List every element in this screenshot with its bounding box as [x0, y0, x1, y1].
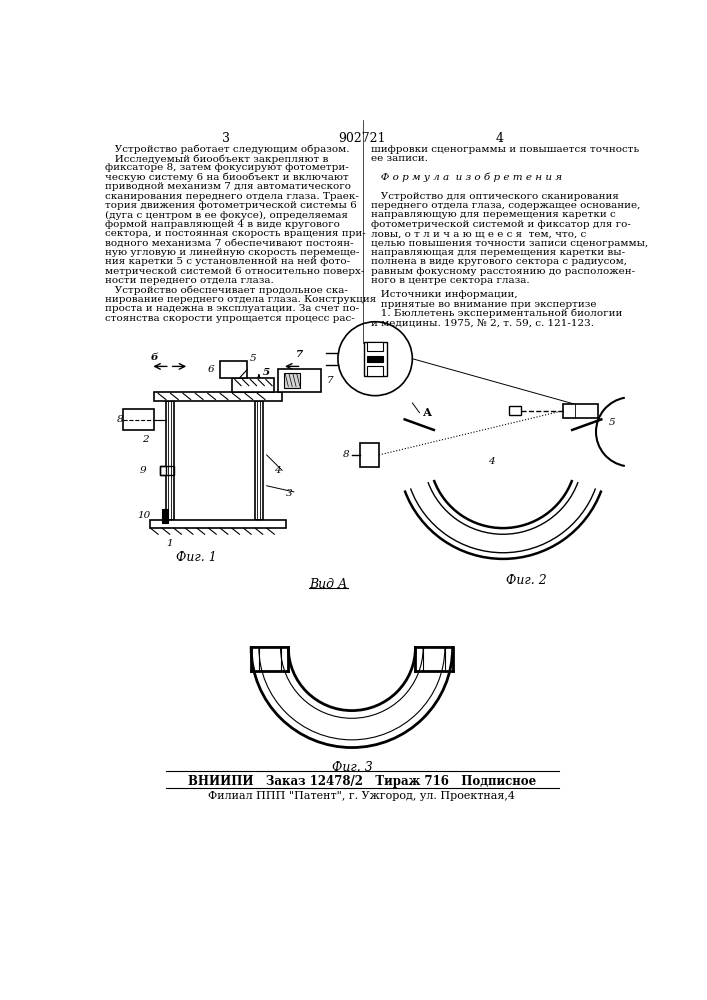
Text: переднего отдела глаза, содержащее основание,: переднего отдела глаза, содержащее основ…	[371, 201, 641, 210]
Text: 5: 5	[263, 368, 270, 377]
Text: тория движения фотометрической системы 6: тория движения фотометрической системы 6	[105, 201, 357, 210]
Text: полнена в виде кругового сектора с радиусом,: полнена в виде кругового сектора с радиу…	[371, 257, 627, 266]
Text: 5: 5	[250, 354, 256, 363]
Text: ную угловую и линейную скорость перемеще-: ную угловую и линейную скорость перемеще…	[105, 248, 360, 257]
Text: 7: 7	[296, 350, 303, 359]
Text: 8: 8	[117, 415, 123, 424]
Text: направляющую для перемещения каретки с: направляющую для перемещения каретки с	[371, 210, 616, 219]
Bar	[368, 366, 383, 376]
Bar	[360, 443, 379, 467]
Text: ее записи.: ее записи.	[371, 154, 428, 163]
Text: 6: 6	[207, 365, 214, 374]
Bar	[162, 509, 168, 523]
Text: 4: 4	[488, 457, 495, 466]
Text: Вид А: Вид А	[310, 578, 348, 591]
Text: Исследуемый биообъект закрепляют в: Исследуемый биообъект закрепляют в	[105, 154, 329, 164]
Bar	[160, 466, 166, 475]
Bar	[255, 401, 263, 520]
Text: 9: 9	[140, 466, 146, 475]
Bar	[232, 378, 274, 392]
Text: Фиг. 2: Фиг. 2	[506, 574, 547, 587]
Text: 3: 3	[221, 132, 230, 145]
Text: 902721: 902721	[338, 132, 386, 145]
Text: шифровки сценограммы и повышается точность: шифровки сценограммы и повышается точнос…	[371, 145, 639, 154]
Text: метрической системой 6 относительно поверх-: метрической системой 6 относительно пове…	[105, 267, 365, 276]
Text: фиксаторе 8, затем фокусируют фотометри-: фиксаторе 8, затем фокусируют фотометри-	[105, 163, 349, 172]
Text: 7: 7	[327, 376, 334, 385]
Wedge shape	[251, 647, 452, 748]
Text: (дуга с центром в ее фокусе), определяемая: (дуга с центром в ее фокусе), определяем…	[105, 210, 349, 220]
Text: 1: 1	[166, 539, 173, 548]
Text: фотометрической системой и фиксатор для го-: фотометрической системой и фиксатор для …	[371, 220, 631, 229]
Bar	[220, 361, 247, 378]
Text: проста и надежна в эксплуатации. За счет по-: проста и надежна в эксплуатации. За счет…	[105, 304, 360, 313]
Text: формой направляющей 4 в виде кругового: формой направляющей 4 в виде кругового	[105, 220, 340, 229]
Text: Ф о р м у л а  и з о б р е т е н и я: Ф о р м у л а и з о б р е т е н и я	[371, 173, 562, 182]
Bar	[160, 466, 174, 475]
Bar	[166, 401, 174, 520]
Text: Устройство обеспечивает продольное ска-: Устройство обеспечивает продольное ска-	[105, 286, 349, 295]
Text: Фиг. 3: Фиг. 3	[332, 761, 373, 774]
Text: целью повышения точности записи сценограммы,: целью повышения точности записи сценогра…	[371, 239, 648, 248]
Text: ВНИИПИ   Заказ 12478/2   Тираж 716   Подписное: ВНИИПИ Заказ 12478/2 Тираж 716 Подписное	[188, 775, 536, 788]
Text: 8: 8	[342, 450, 349, 459]
Text: принятые во внимание при экспертизе: принятые во внимание при экспертизе	[371, 300, 597, 309]
Text: приводной механизм 7 для автоматического: приводной механизм 7 для автоматического	[105, 182, 351, 191]
Text: нирование переднего отдела глаза. Конструкция: нирование переднего отдела глаза. Констр…	[105, 295, 377, 304]
Text: Источники информации,: Источники информации,	[371, 290, 518, 299]
Text: А: А	[423, 407, 432, 418]
Bar	[509, 406, 520, 415]
Text: ловы, о т л и ч а ю щ е е с я  тем, что, с: ловы, о т л и ч а ю щ е е с я тем, что, …	[371, 229, 587, 238]
Bar	[563, 404, 598, 418]
Text: ности переднего отдела глаза.: ности переднего отдела глаза.	[105, 276, 274, 285]
Bar	[368, 342, 383, 351]
Bar	[368, 356, 383, 362]
Text: сканирования переднего отдела глаза. Траек-: сканирования переднего отдела глаза. Тра…	[105, 192, 359, 201]
Bar	[151, 520, 286, 528]
Bar	[123, 409, 154, 430]
Text: Филиал ППП "Патент", г. Ужгород, ул. Проектная,4: Филиал ППП "Патент", г. Ужгород, ул. Про…	[209, 791, 515, 801]
Text: ческую систему 6 на биообъект и включают: ческую систему 6 на биообъект и включают	[105, 173, 349, 182]
Text: б: б	[151, 353, 158, 362]
Text: водного механизма 7 обеспечивают постоян-: водного механизма 7 обеспечивают постоян…	[105, 239, 354, 248]
Text: 4: 4	[495, 132, 503, 145]
Text: ного в центре сектора глаза.: ного в центре сектора глаза.	[371, 276, 530, 285]
Text: 2: 2	[142, 435, 149, 444]
Text: и медицины. 1975, № 2, т. 59, с. 121-123.: и медицины. 1975, № 2, т. 59, с. 121-123…	[371, 318, 595, 327]
Bar	[363, 342, 387, 376]
Text: направляющая для перемещения каретки вы-: направляющая для перемещения каретки вы-	[371, 248, 626, 257]
Text: Устройство для оптического сканирования: Устройство для оптического сканирования	[371, 192, 619, 201]
Text: 5: 5	[609, 418, 615, 427]
Text: стоянства скорости упрощается процесс рас-: стоянства скорости упрощается процесс ра…	[105, 314, 355, 323]
Bar	[279, 369, 321, 392]
Text: 4: 4	[274, 466, 281, 475]
Text: 3: 3	[286, 489, 293, 498]
Text: 10: 10	[137, 511, 151, 520]
Text: 1. Бюллетень экспериментальной биологии: 1. Бюллетень экспериментальной биологии	[371, 309, 623, 318]
Text: равным фокусному расстоянию до расположен-: равным фокусному расстоянию до расположе…	[371, 267, 636, 276]
Text: Устройство работает следующим образом.: Устройство работает следующим образом.	[105, 145, 350, 154]
Bar	[154, 392, 282, 401]
Text: Фиг. 1: Фиг. 1	[177, 551, 217, 564]
Text: ния каретки 5 с установленной на ней фото-: ния каретки 5 с установленной на ней фот…	[105, 257, 351, 266]
Text: сектора, и постоянная скорость вращения при-: сектора, и постоянная скорость вращения …	[105, 229, 366, 238]
Bar	[284, 373, 300, 388]
